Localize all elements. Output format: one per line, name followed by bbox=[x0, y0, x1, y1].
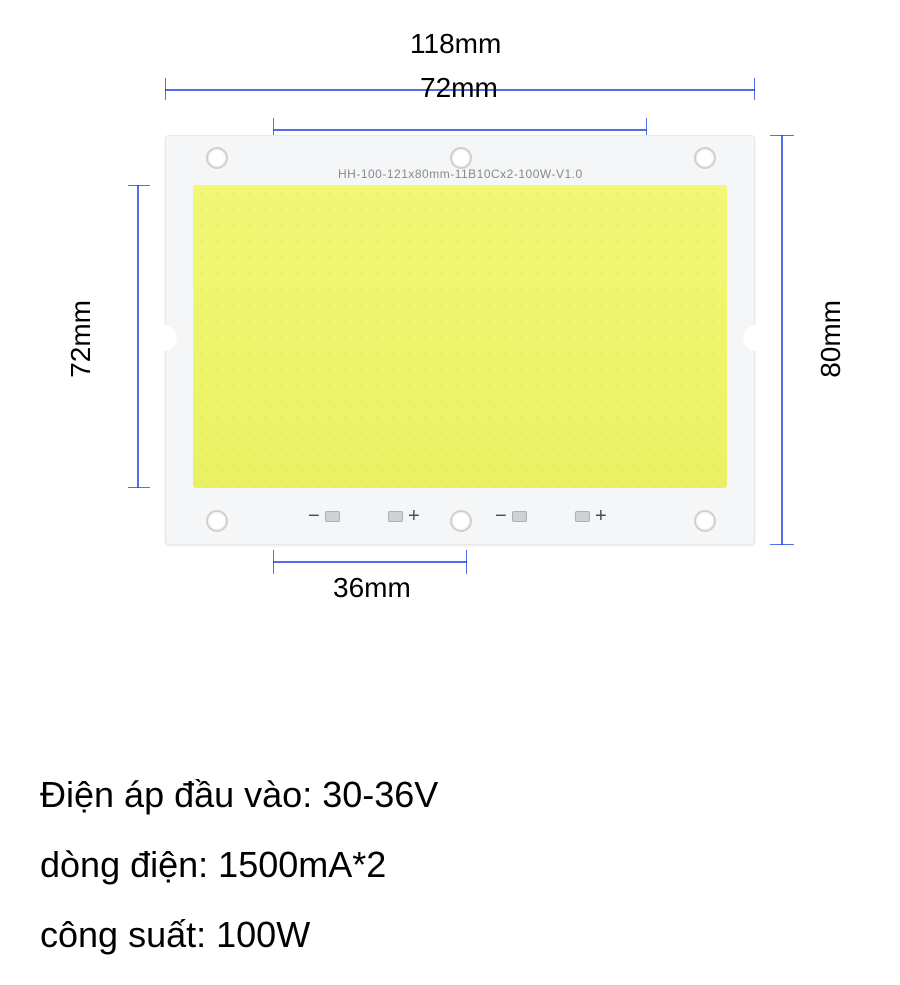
led-emitting-area bbox=[193, 185, 727, 488]
spec-power-label: công suất: bbox=[40, 914, 206, 955]
spec-power-value: 100W bbox=[216, 914, 310, 955]
minus-icon: − bbox=[308, 505, 320, 528]
spec-current: dòng điện: 1500mA*2 bbox=[40, 830, 438, 900]
dim-line-inner-width bbox=[273, 100, 647, 140]
mounting-hole bbox=[694, 147, 716, 169]
dim-inner-height: 72mm bbox=[65, 300, 97, 378]
spec-power: công suất: 100W bbox=[40, 900, 438, 970]
pad-rect bbox=[512, 511, 527, 522]
plus-icon: + bbox=[595, 505, 607, 528]
minus-icon: − bbox=[495, 505, 507, 528]
mounting-hole bbox=[694, 510, 716, 532]
part-number: HH-100-121x80mm-11B10Cx2-100W-V1.0 bbox=[338, 167, 583, 181]
dim-hole-spacing: 36mm bbox=[333, 572, 411, 604]
dim-line-inner-height bbox=[110, 185, 150, 488]
dim-inner-width: 72mm bbox=[420, 72, 498, 104]
spec-voltage-value: 30-36V bbox=[322, 774, 438, 815]
solder-pad-pos: + bbox=[388, 505, 420, 528]
dimension-diagram: 118mm 72mm HH-100-121x80mm-11B10Cx2-100W… bbox=[0, 0, 900, 740]
spec-voltage: Điện áp đầu vào: 30-36V bbox=[40, 760, 438, 830]
pad-rect bbox=[388, 511, 403, 522]
spec-voltage-label: Điện áp đầu vào: bbox=[40, 774, 312, 815]
mounting-hole bbox=[206, 510, 228, 532]
led-dot-pattern bbox=[193, 185, 727, 488]
mounting-hole bbox=[450, 147, 472, 169]
dim-outer-width: 118mm bbox=[410, 28, 501, 60]
plus-icon: + bbox=[408, 505, 420, 528]
spec-current-label: dòng điện: bbox=[40, 844, 208, 885]
mounting-hole bbox=[450, 510, 472, 532]
mounting-hole bbox=[206, 147, 228, 169]
pad-rect bbox=[325, 511, 340, 522]
solder-pad-neg: − bbox=[495, 505, 527, 528]
solder-pad-pos: + bbox=[575, 505, 607, 528]
specifications: Điện áp đầu vào: 30-36V dòng điện: 1500m… bbox=[40, 760, 438, 971]
dim-outer-height: 80mm bbox=[815, 300, 847, 378]
pad-rect bbox=[575, 511, 590, 522]
dim-line-outer-height bbox=[770, 135, 810, 545]
solder-pad-neg: − bbox=[308, 505, 340, 528]
spec-current-value: 1500mA*2 bbox=[218, 844, 386, 885]
